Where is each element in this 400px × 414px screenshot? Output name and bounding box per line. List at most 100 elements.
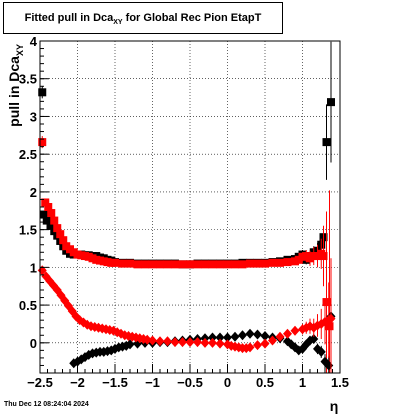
data-point: [215, 332, 225, 343]
data-point: [56, 230, 65, 239]
data-point: [283, 328, 292, 339]
data-point: [186, 260, 194, 269]
data-point: [260, 331, 270, 342]
x-tick-label: −2.5: [27, 375, 53, 390]
data-point: [238, 330, 247, 341]
x-tick-label: −2: [70, 375, 85, 390]
data-point: [170, 337, 180, 348]
data-point: [126, 259, 134, 268]
data-point: [275, 331, 285, 342]
data-point: [268, 335, 277, 346]
chart-title-box: Fitted pull in DcaXY for Global Rec Pion…: [3, 2, 283, 34]
x-tick-label: 0.5: [256, 375, 274, 390]
data-point: [44, 203, 53, 211]
data-point: [50, 216, 59, 225]
data-point: [142, 334, 152, 345]
data-point: [261, 259, 269, 268]
y-tick-label: 2.5: [19, 147, 37, 162]
data-point: [260, 338, 270, 349]
data-point: [246, 259, 254, 268]
chart-title-suffix: for Global Rec Pion EtapT: [122, 12, 262, 24]
data-point: [253, 329, 262, 340]
data-point: [276, 258, 284, 267]
data-point: [193, 260, 202, 269]
data-point: [148, 335, 157, 346]
chart-title-prefix: Fitted pull in Dca: [24, 12, 114, 24]
data-point: [141, 260, 149, 269]
data-point: [201, 260, 209, 269]
y-tick-label: 3.5: [19, 72, 37, 87]
data-point: [253, 340, 262, 351]
data-point: [118, 259, 127, 268]
x-tick-label: 1: [299, 375, 306, 390]
data-point: [41, 198, 50, 207]
y-tick-label: 1: [30, 260, 37, 275]
data-point: [42, 216, 51, 225]
series-0: [38, 41, 335, 269]
data-point: [185, 337, 195, 348]
data-point: [216, 260, 224, 269]
data-point: [156, 260, 164, 269]
y-tick-label: 2: [30, 185, 37, 200]
data-point: [290, 325, 300, 336]
data-point: [148, 260, 157, 269]
data-point: [208, 337, 217, 348]
data-point: [238, 260, 247, 269]
data-point: [322, 298, 331, 307]
x-tick-label: 1.5: [331, 375, 349, 390]
data-point: [208, 332, 217, 343]
data-point: [193, 337, 202, 348]
data-point: [155, 336, 165, 347]
chart-title: Fitted pull in DcaXY for Global Rec Pion…: [4, 12, 282, 26]
data-point: [200, 337, 210, 348]
grid-lines: [40, 41, 340, 373]
data-point: [316, 346, 326, 357]
y-tick-label: 4: [30, 34, 38, 49]
data-point: [163, 336, 172, 347]
data-point: [38, 138, 47, 147]
data-point: [178, 337, 187, 348]
data-point: [125, 339, 135, 350]
y-axis-title-subscript: XY: [15, 44, 25, 56]
data-point: [133, 260, 142, 269]
data-point: [208, 260, 217, 269]
y-tick-label: 0.5: [19, 298, 37, 313]
x-tick-label: −0.5: [177, 375, 203, 390]
y-tick-label: 1.5: [19, 223, 37, 238]
data-point: [253, 259, 262, 268]
data-point: [327, 98, 335, 107]
data-point: [223, 332, 232, 343]
data-point: [38, 88, 47, 97]
data-point: [231, 260, 239, 269]
data-points: [37, 41, 336, 373]
footer-timestamp: Thu Dec 12 08:24:04 2024: [4, 401, 89, 408]
data-point: [215, 338, 225, 349]
data-point: [230, 331, 240, 342]
data-point: [47, 209, 56, 218]
y-axis-title: pull in DcaXY: [6, 44, 25, 127]
data-point: [322, 138, 331, 147]
data-point: [223, 260, 232, 269]
data-point: [325, 322, 334, 331]
data-point: [163, 260, 172, 269]
data-point: [245, 342, 255, 353]
y-tick-label: 0: [30, 336, 37, 351]
axes: −2.5 −2 −1.5 −1 −0.5 0 0.5 1 1.5 0 0.5 1 1.5 2 2.5 3 3.5…: [19, 34, 349, 390]
x-tick-label: 0: [224, 375, 231, 390]
data-point: [46, 221, 55, 230]
data-point: [178, 260, 187, 269]
data-point: [245, 328, 255, 339]
data-point: [268, 258, 277, 267]
series-2: [69, 305, 336, 373]
data-point: [309, 334, 319, 345]
x-tick-label: −1: [145, 375, 160, 390]
x-tick-label: −1.5: [102, 375, 128, 390]
series-1: [38, 136, 334, 373]
data-point: [53, 224, 62, 233]
data-point: [283, 258, 292, 267]
y-axis-title-main: pull in Dca: [6, 56, 22, 127]
data-point: [326, 313, 336, 324]
chart-title-subscript: XY: [113, 19, 123, 26]
data-point: [171, 260, 179, 269]
